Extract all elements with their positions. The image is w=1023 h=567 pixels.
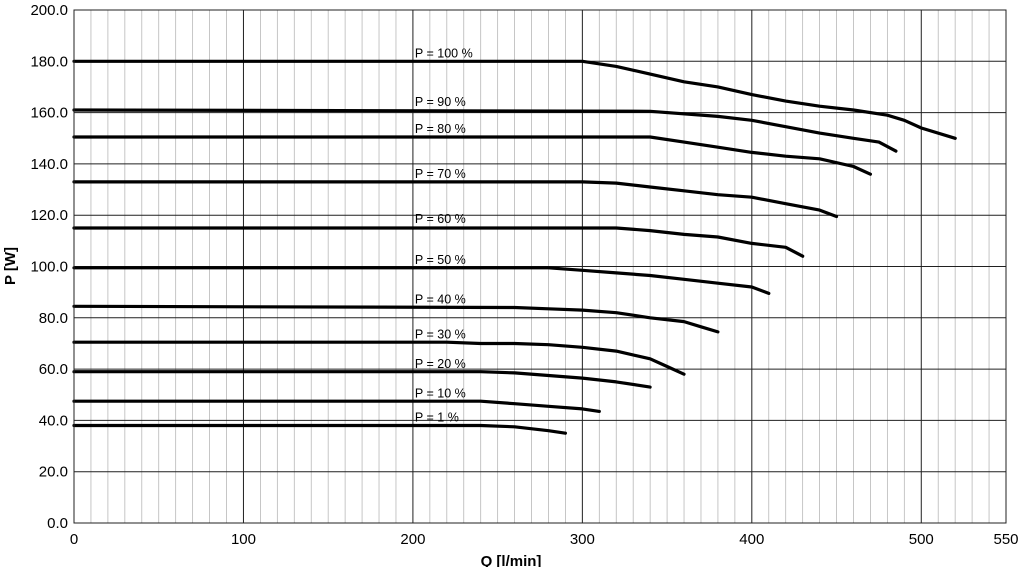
series-label-2: P = 80 % [415,122,466,136]
series-label-8: P = 20 % [415,357,466,371]
series-line-5 [72,266,771,295]
x-tick-label: 400 [739,531,764,548]
series-line-9 [72,399,601,413]
series-lines [72,59,957,435]
series-labels: P = 100 % P = 90 % P = 80 % P = 70 % P = 60 … [415,46,473,424]
series-line-8 [72,370,652,389]
x-tick-label: 500 [909,531,934,548]
y-tick-label: 140.0 [30,156,68,173]
y-tick-label: 160.0 [30,105,68,122]
y-tick-label: 180.0 [30,53,68,70]
y-axis-label: P [W] [2,247,19,285]
y-tick-label: 40.0 [39,412,68,429]
series-label-4: P = 60 % [415,212,466,226]
y-tick-label: 120.0 [30,207,68,224]
y-tick-label: 200.0 [30,2,68,19]
series-label-9: P = 10 % [415,386,466,400]
series-label-10: P = 1 % [415,411,459,425]
y-tick-label: 60.0 [39,361,68,378]
x-axis-label: Q [l/min] [481,553,542,567]
x-tick-label: 200 [400,531,425,548]
tick-labels: 0 100 200 300 400 500 550 0.0 20.0 40.0 60.0 80.0 10… [30,2,1018,548]
x-tick-label: 300 [570,531,595,548]
series-line-2 [72,135,872,176]
series-line-10 [72,423,567,435]
series-line-6 [72,304,720,334]
series-label-6: P = 40 % [415,293,466,307]
x-tick-label: 550 [993,531,1018,548]
series-line-0 [72,59,957,140]
series-label-0: P = 100 % [415,46,473,60]
x-tick-label: 0 [70,531,78,548]
series-line-4 [72,226,805,258]
series-label-3: P = 70 % [415,167,466,181]
y-tick-label: 100.0 [30,259,68,276]
y-tick-label: 20.0 [39,464,68,481]
x-tick-label: 100 [231,531,256,548]
series-label-1: P = 90 % [415,95,466,109]
series-label-5: P = 50 % [415,253,466,267]
series-line-3 [72,180,839,219]
y-tick-label: 80.0 [39,310,68,327]
y-tick-label: 0.0 [47,515,68,532]
series-label-7: P = 30 % [415,327,466,341]
series-line-1 [72,108,898,153]
plot-frame [73,9,1007,524]
series-line-7 [72,340,686,376]
